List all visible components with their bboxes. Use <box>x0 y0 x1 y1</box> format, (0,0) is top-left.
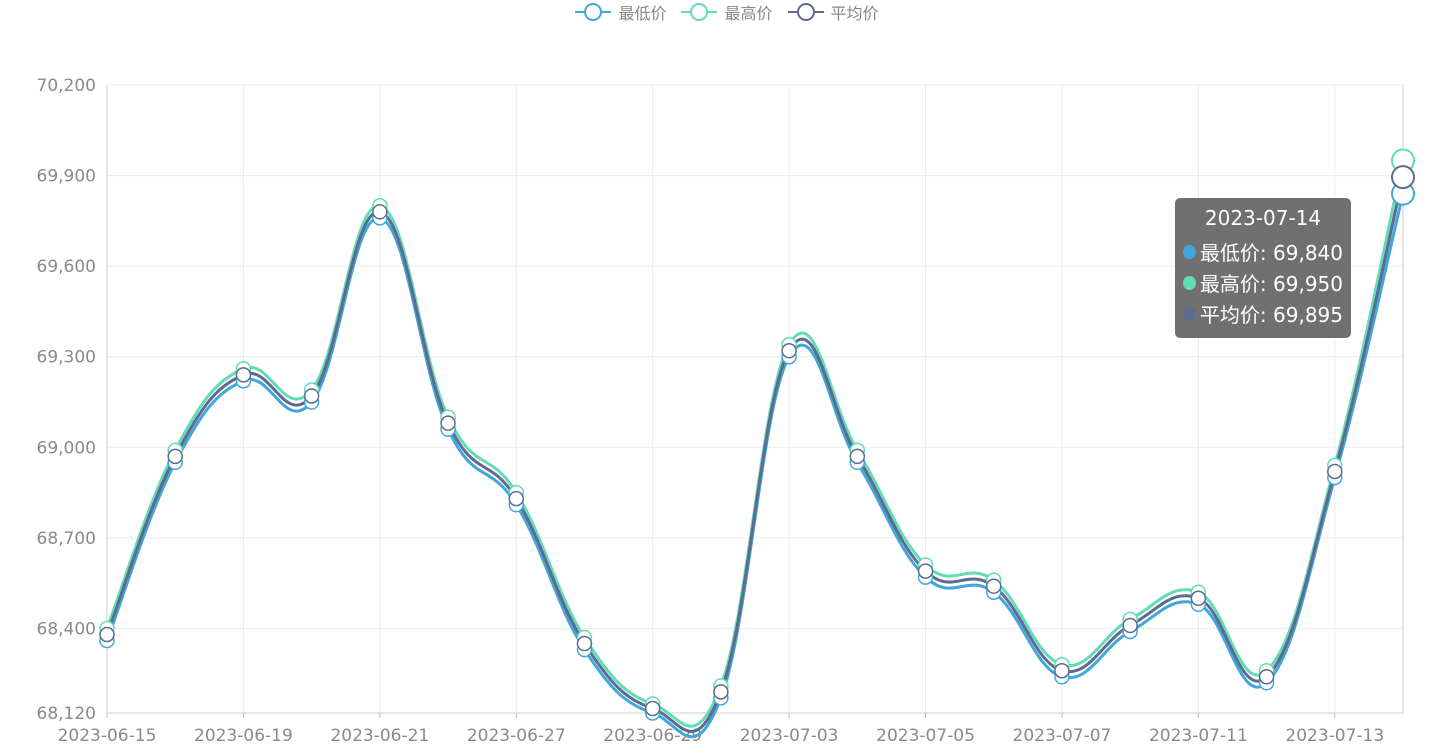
y-tick-label: 68,120 <box>37 704 96 724</box>
legend-symbol-icon <box>681 3 718 21</box>
data-point <box>644 700 661 717</box>
data-point <box>917 563 934 579</box>
x-tick-label: 2023-06-21 <box>330 726 429 746</box>
data-point <box>576 635 593 652</box>
tooltip-row-low: 最低价: 69,840 <box>1183 236 1343 267</box>
data-point <box>1054 662 1070 679</box>
tooltip-row-avg: 平均价: 69,895 <box>1183 298 1343 329</box>
data-point <box>1391 165 1415 190</box>
data-point <box>235 367 252 383</box>
legend-symbol-icon <box>787 3 824 21</box>
data-point <box>440 415 456 431</box>
data-point <box>1122 617 1138 634</box>
y-tick-label: 69,000 <box>37 438 96 458</box>
data-point <box>99 626 115 643</box>
y-tick-label: 68,700 <box>37 529 96 549</box>
data-point <box>372 204 388 220</box>
legend: 最低价 最高价 平均价 <box>0 0 1453 24</box>
data-point <box>713 684 729 700</box>
legend-item[interactable]: 最高价 <box>680 0 773 24</box>
x-tick-label: 2023-07-03 <box>740 726 839 746</box>
series-line-2 <box>105 176 1405 733</box>
series-dot-icon <box>1183 306 1196 321</box>
legend-item[interactable]: 平均价 <box>787 0 879 24</box>
legend-item[interactable]: 最低价 <box>574 0 666 24</box>
x-tick-label: 2023-06-15 <box>58 726 157 746</box>
y-tick-label: 70,200 <box>37 76 96 96</box>
legend-symbol-icon <box>575 3 612 21</box>
data-point <box>303 388 320 404</box>
x-tick-label: 2023-06-27 <box>467 726 566 746</box>
x-tick-label: 2023-07-07 <box>1013 726 1112 746</box>
tooltip: 2023-07-14 最低价: 69,840 最高价: 69,950 平均价: … <box>1175 198 1351 338</box>
series-dot-icon <box>1183 275 1196 290</box>
x-tick-label: 2023-07-13 <box>1285 726 1384 746</box>
legend-label: 平均价 <box>830 4 879 23</box>
data-point <box>1190 590 1207 607</box>
y-tick-label: 69,300 <box>37 348 96 368</box>
y-tick-label: 69,900 <box>37 167 96 187</box>
data-point <box>985 578 1002 594</box>
data-point <box>167 448 183 465</box>
x-tick-label: 2023-07-11 <box>1149 726 1248 746</box>
series-dot-icon <box>1183 244 1196 259</box>
x-tick-label: 2023-07-05 <box>876 726 975 746</box>
y-tick-label: 68,400 <box>37 619 96 639</box>
data-point <box>781 342 797 359</box>
legend-label: 最低价 <box>618 4 667 23</box>
tooltip-row-label: 最高价: 69,950 <box>1199 272 1343 296</box>
data-point <box>508 490 525 507</box>
tooltip-row-label: 平均价: 69,895 <box>1199 303 1343 327</box>
tooltip-row-high: 最高价: 69,950 <box>1183 267 1343 298</box>
data-point <box>1327 463 1343 480</box>
data-point <box>1258 669 1275 685</box>
x-tick-label: 2023-06-19 <box>194 726 293 746</box>
y-tick-label: 69,600 <box>37 257 96 277</box>
tooltip-row-label: 最低价: 69,840 <box>1199 241 1343 265</box>
legend-label: 最高价 <box>724 4 773 23</box>
data-point <box>849 448 866 465</box>
tooltip-title: 2023-07-14 <box>1204 206 1322 230</box>
